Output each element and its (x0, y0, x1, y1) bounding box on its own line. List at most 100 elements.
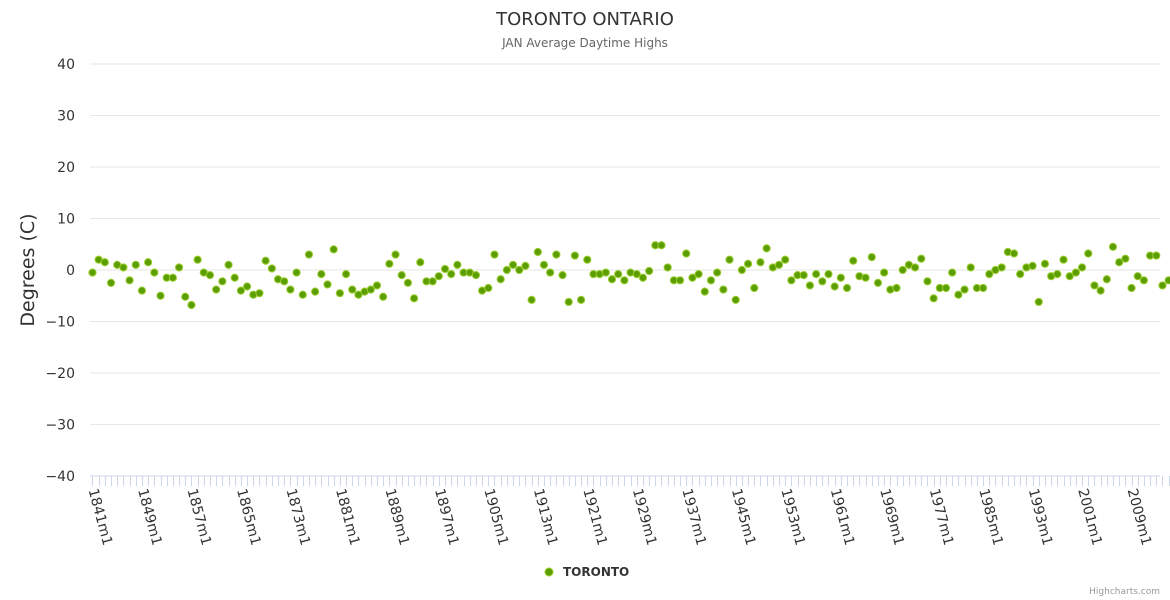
data-point[interactable] (675, 276, 685, 285)
data-point[interactable] (756, 258, 765, 267)
data-point[interactable] (997, 263, 1006, 272)
data-point[interactable] (428, 277, 437, 286)
data-point[interactable] (873, 278, 883, 287)
data-point[interactable] (403, 278, 413, 287)
data-point[interactable] (1127, 283, 1136, 293)
data-point[interactable] (447, 270, 456, 279)
data-point[interactable] (1059, 255, 1068, 264)
data-point[interactable] (657, 241, 666, 250)
data-point[interactable] (416, 258, 425, 267)
data-point[interactable] (1084, 249, 1093, 258)
data-point[interactable] (576, 295, 586, 304)
data-point[interactable] (224, 260, 233, 269)
data-point[interactable] (694, 270, 703, 279)
data-point[interactable] (193, 255, 202, 264)
data-point[interactable] (880, 268, 889, 277)
data-point[interactable] (242, 282, 252, 291)
data-point[interactable] (292, 268, 301, 277)
data-point[interactable] (546, 268, 555, 277)
data-point[interactable] (366, 285, 375, 294)
data-point[interactable] (985, 270, 994, 279)
data-point[interactable] (174, 263, 184, 272)
data-point[interactable] (861, 273, 870, 282)
data-point[interactable] (539, 260, 549, 269)
data-point[interactable] (1133, 272, 1142, 281)
data-point[interactable] (638, 273, 648, 282)
data-point[interactable] (527, 295, 536, 304)
data-point[interactable] (929, 294, 938, 303)
data-point[interactable] (1090, 281, 1099, 290)
data-point[interactable] (1158, 281, 1167, 290)
data-point[interactable] (100, 258, 109, 267)
data-point[interactable] (125, 276, 134, 285)
data-point[interactable] (836, 273, 845, 282)
data-point[interactable] (440, 264, 450, 274)
data-point[interactable] (713, 268, 722, 277)
data-point[interactable] (286, 285, 295, 294)
data-point[interactable] (842, 283, 852, 293)
data-point[interactable] (601, 268, 610, 277)
data-point[interactable] (700, 287, 709, 296)
data-point[interactable] (150, 268, 159, 277)
data-point[interactable] (385, 259, 394, 268)
data-point[interactable] (181, 292, 190, 301)
data-point[interactable] (156, 291, 165, 300)
data-point[interactable] (397, 271, 406, 280)
data-point[interactable] (490, 250, 499, 259)
data-point[interactable] (663, 263, 672, 272)
data-point[interactable] (280, 277, 289, 286)
data-point[interactable] (818, 277, 827, 286)
data-point[interactable] (750, 283, 759, 293)
data-point[interactable] (205, 271, 215, 280)
data-point[interactable] (1009, 249, 1019, 258)
data-point[interactable] (954, 290, 963, 299)
data-point[interactable] (484, 283, 493, 293)
legend-item-toronto[interactable]: TORONTO (563, 565, 629, 579)
data-point[interactable] (230, 273, 239, 282)
data-point[interactable] (620, 276, 629, 285)
data-point[interactable] (1164, 276, 1170, 285)
data-point[interactable] (311, 287, 320, 296)
data-point[interactable] (391, 250, 400, 259)
data-point[interactable] (762, 244, 771, 253)
data-point[interactable] (725, 255, 734, 264)
legend-marker[interactable] (544, 567, 554, 577)
data-point[interactable] (941, 283, 951, 293)
data-point[interactable] (1108, 242, 1118, 251)
data-point[interactable] (521, 261, 530, 270)
data-point[interactable] (737, 265, 746, 275)
credits-link[interactable]: Highcharts.com (1089, 587, 1160, 597)
data-point[interactable] (948, 268, 957, 277)
data-point[interactable] (348, 285, 357, 294)
data-point[interactable] (236, 286, 246, 295)
data-point[interactable] (409, 294, 419, 303)
data-point[interactable] (131, 260, 140, 269)
data-point[interactable] (774, 260, 784, 269)
data-point[interactable] (824, 270, 833, 279)
data-point[interactable] (106, 278, 116, 287)
data-point[interactable] (1096, 286, 1105, 295)
data-point[interactable] (632, 270, 641, 279)
data-point[interactable] (471, 271, 481, 280)
data-point[interactable] (706, 276, 716, 285)
data-point[interactable] (892, 283, 901, 293)
data-point[interactable] (564, 297, 573, 307)
data-point[interactable] (1053, 270, 1062, 279)
data-point[interactable] (787, 276, 796, 285)
data-point[interactable] (867, 253, 876, 262)
data-point[interactable] (966, 263, 975, 272)
data-point[interactable] (910, 263, 920, 272)
data-point[interactable] (552, 250, 561, 259)
data-point[interactable] (1077, 263, 1087, 272)
data-point[interactable] (805, 281, 815, 290)
data-point[interactable] (979, 283, 988, 293)
data-point[interactable] (267, 264, 276, 273)
data-point[interactable] (119, 263, 128, 272)
data-point[interactable] (317, 270, 326, 279)
data-point[interactable] (298, 290, 307, 299)
data-point[interactable] (496, 275, 505, 284)
data-point[interactable] (743, 259, 753, 268)
data-point[interactable] (719, 285, 728, 294)
data-point[interactable] (645, 266, 654, 276)
data-point[interactable] (1034, 297, 1043, 307)
